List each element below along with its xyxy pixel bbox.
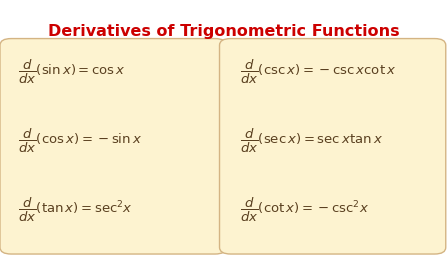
Text: $\dfrac{d}{dx}(\cot x) = -\csc^{2}\!x$: $\dfrac{d}{dx}(\cot x) = -\csc^{2}\!x$ [240,196,369,224]
FancyBboxPatch shape [220,39,446,254]
Text: $\dfrac{d}{dx}(\csc x) = -\csc x\cot x$: $\dfrac{d}{dx}(\csc x) = -\csc x\cot x$ [240,58,396,86]
FancyBboxPatch shape [0,39,226,254]
Text: $\dfrac{d}{dx}(\cos x) = -\sin x$: $\dfrac{d}{dx}(\cos x) = -\sin x$ [18,127,142,155]
Text: Derivatives of Trigonometric Functions: Derivatives of Trigonometric Functions [48,24,400,39]
Text: $\dfrac{d}{dx}(\sec x) = \sec x\tan x$: $\dfrac{d}{dx}(\sec x) = \sec x\tan x$ [240,127,383,155]
Text: $\dfrac{d}{dx}(\sin x) = \cos x$: $\dfrac{d}{dx}(\sin x) = \cos x$ [18,58,126,86]
Text: $\dfrac{d}{dx}(\tan x) = \sec^{2}\!x$: $\dfrac{d}{dx}(\tan x) = \sec^{2}\!x$ [18,196,133,224]
